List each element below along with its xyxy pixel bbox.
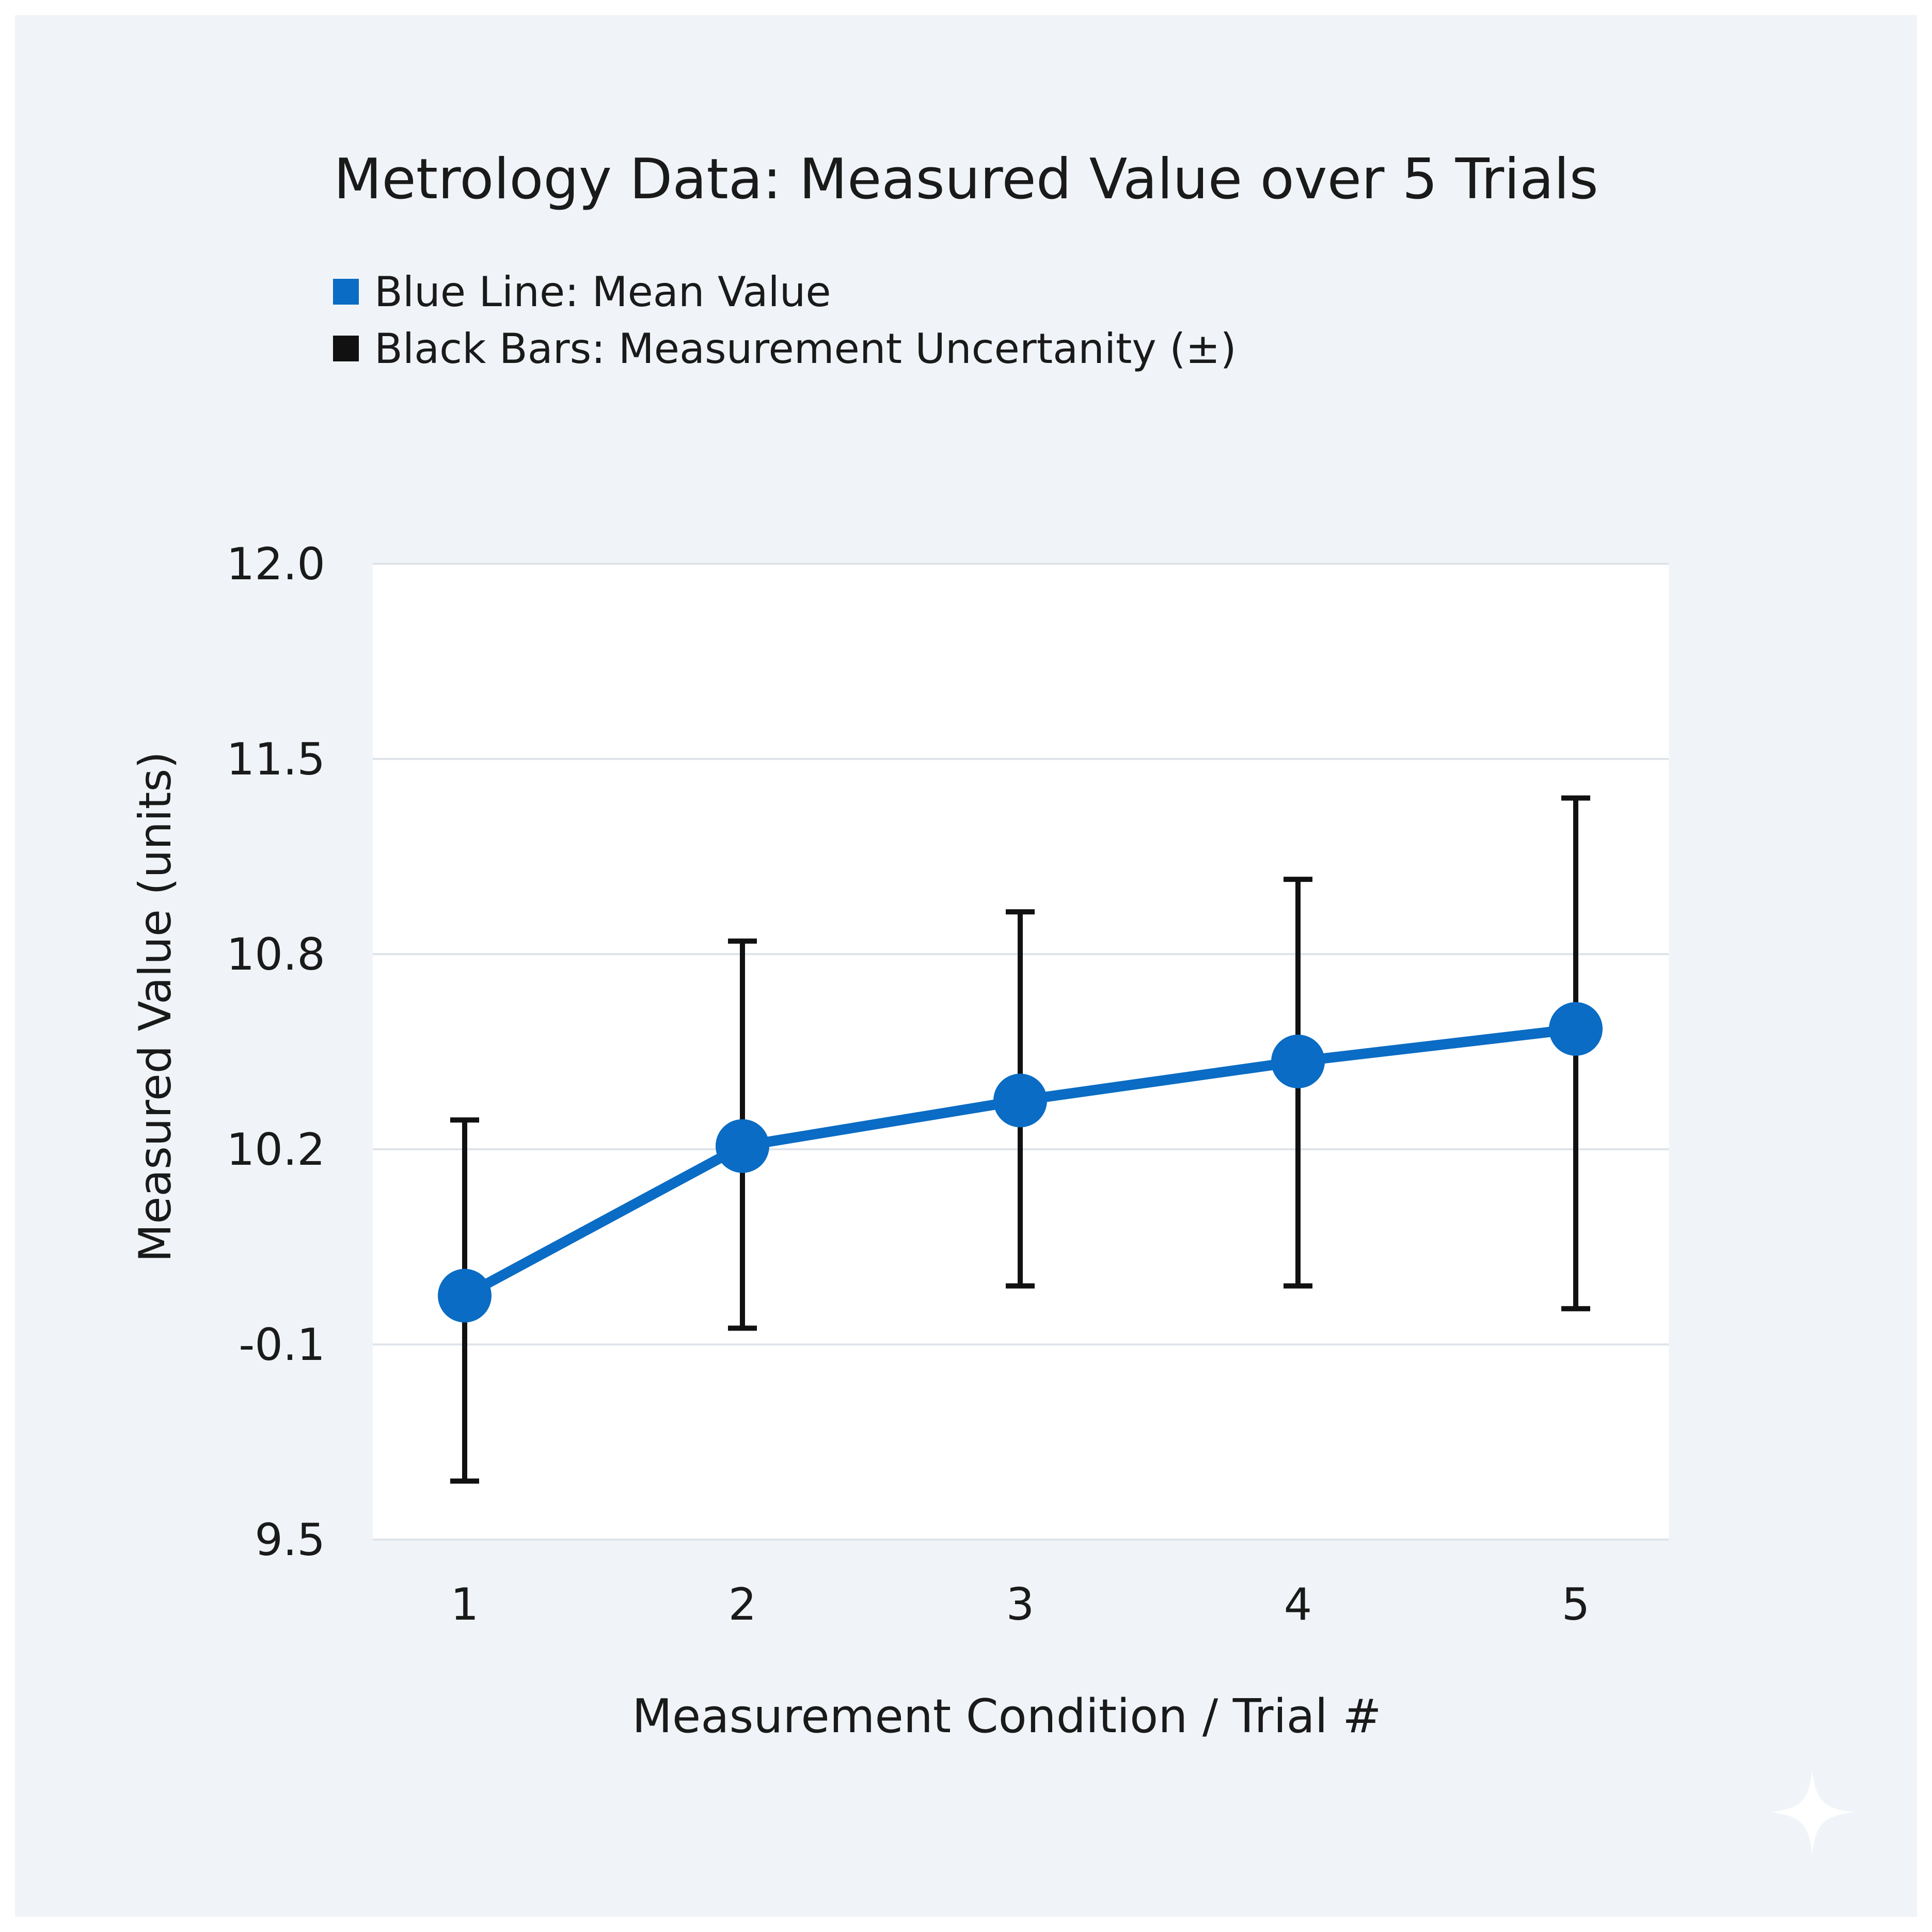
- data-point: [438, 1269, 492, 1323]
- data-point: [1549, 1002, 1603, 1056]
- x-axis-label: Measurement Condition / Trial #: [632, 1689, 1381, 1744]
- y-tick-label: -0.1: [239, 1319, 325, 1371]
- x-tick-label: 2: [729, 1579, 757, 1630]
- sparkle-icon: [1770, 1770, 1854, 1854]
- y-tick-label: 10.8: [227, 929, 325, 980]
- x-tick-label: 4: [1284, 1579, 1312, 1630]
- y-tick-label: 9.5: [255, 1514, 325, 1566]
- legend-swatch-uncertainty: [333, 336, 359, 361]
- chart-title: Metrology Data: Measured Value over 5 Tr…: [334, 147, 1598, 212]
- data-point: [1271, 1034, 1325, 1088]
- data-point: [716, 1119, 769, 1173]
- legend-swatch-mean: [333, 279, 359, 305]
- y-axis-label: Measured Value (units): [130, 751, 181, 1262]
- y-tick-label: 11.5: [227, 734, 325, 785]
- data-point: [993, 1073, 1047, 1128]
- y-tick-label: 12.0: [227, 539, 325, 590]
- x-tick-label: 1: [451, 1579, 479, 1630]
- x-tick-label: 5: [1562, 1579, 1590, 1630]
- y-tick-label: 10.2: [227, 1124, 325, 1176]
- x-tick-label: 3: [1006, 1579, 1035, 1630]
- legend-item-uncertainty: Black Bars: Measurement Uncertanity (±): [333, 320, 1237, 377]
- legend-label-uncertainty: Black Bars: Measurement Uncertanity (±): [374, 324, 1237, 373]
- legend-item-mean: Blue Line: Mean Value: [333, 263, 831, 320]
- legend-label-mean: Blue Line: Mean Value: [374, 267, 831, 316]
